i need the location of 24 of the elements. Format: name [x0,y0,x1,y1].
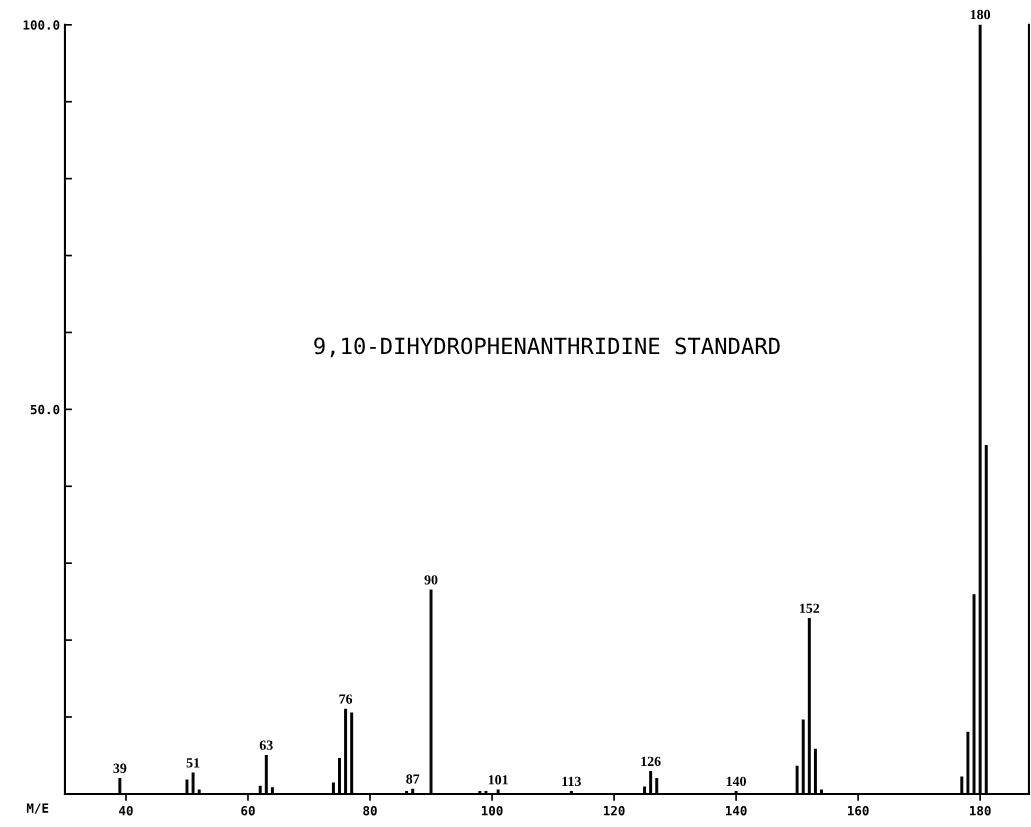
x-tick-label: 180 [969,805,991,816]
annotation: 113 [562,776,581,787]
annotation: 39 [113,763,127,773]
x-axis-title: M/E [26,803,49,814]
annotation: 51 [186,758,200,768]
x-tick-label: 100 [481,805,503,816]
x-tick-label: 60 [241,805,255,816]
annotation: 152 [799,603,820,613]
annotation: 63 [259,740,273,750]
annotation: 76 [339,694,353,704]
annotation: 90 [424,575,438,585]
annotation: 180 [970,9,991,20]
annotation: 87 [406,774,420,784]
text: 9,10-DIHYDROPHENANTHRIDINE STANDARD [314,337,780,358]
x-tick-label: 140 [725,805,747,816]
annotation: 126 [641,756,661,767]
annotation: 101 [488,775,508,785]
x-tick-label: 40 [119,805,133,816]
annotation: 140 [726,776,746,787]
x-tick-label: 160 [847,805,869,816]
x-tick-label: 120 [603,805,625,816]
y-tick-label: 50.0 [30,404,60,415]
x-tick-label: 80 [363,805,377,816]
y-tick-label: 100.0 [23,20,60,30]
